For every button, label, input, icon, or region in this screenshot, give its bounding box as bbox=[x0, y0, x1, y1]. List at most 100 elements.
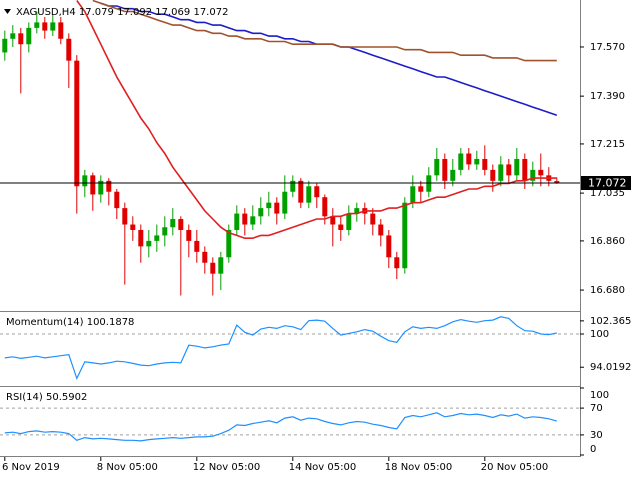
last-open: 17.079 bbox=[79, 7, 114, 18]
candle-body bbox=[410, 186, 416, 203]
candle-body bbox=[506, 164, 512, 176]
candle-body bbox=[106, 180, 112, 192]
candle-body bbox=[58, 22, 64, 39]
last-price-label: 17.072 bbox=[588, 176, 627, 189]
candle-body bbox=[402, 202, 408, 269]
rsi-title: RSI(14) bbox=[6, 392, 43, 403]
momentum-last: 100.1878 bbox=[87, 317, 135, 328]
candle-body bbox=[42, 22, 48, 31]
candle-body bbox=[170, 219, 176, 228]
candle-body bbox=[218, 257, 224, 274]
candle-body bbox=[530, 169, 536, 181]
candle-body bbox=[498, 164, 504, 181]
last-close: 17.072 bbox=[193, 7, 228, 18]
candle-body bbox=[26, 27, 32, 45]
candle-body bbox=[202, 251, 208, 263]
candle-body bbox=[114, 191, 120, 209]
candle-body bbox=[146, 240, 152, 247]
candle-body bbox=[162, 227, 168, 236]
candle-body bbox=[266, 202, 272, 209]
menu-arrow bbox=[4, 9, 11, 14]
moving-average bbox=[92, 0, 557, 62]
y-tick-label: 94.0192 bbox=[590, 362, 631, 373]
candle-body bbox=[74, 60, 80, 187]
candle-body bbox=[242, 213, 248, 225]
main-header: XAGUSD,H4 17.079 17.092 17.069 17.072 bbox=[16, 7, 228, 18]
candle-body bbox=[514, 158, 520, 176]
y-tick-label: 17.390 bbox=[590, 91, 625, 102]
symbol: XAGUSD,H4 bbox=[16, 7, 76, 18]
last-high: 17.092 bbox=[117, 7, 152, 18]
candle-body bbox=[442, 158, 448, 181]
candle-body bbox=[290, 180, 296, 192]
candle-body bbox=[386, 235, 392, 258]
candle-body bbox=[426, 175, 432, 192]
candle-body bbox=[314, 186, 320, 198]
candle-body bbox=[2, 38, 8, 53]
y-tick-label: 16.680 bbox=[590, 285, 625, 296]
candle-body bbox=[482, 158, 488, 170]
candle-body bbox=[250, 216, 256, 225]
x-tick-label: 20 Nov 05:00 bbox=[481, 462, 548, 473]
y-tick-label: 30 bbox=[590, 430, 603, 441]
candle-body bbox=[178, 219, 184, 230]
candle-body bbox=[82, 175, 88, 187]
candle-body bbox=[338, 224, 344, 230]
candle-body bbox=[18, 33, 24, 45]
candle-body bbox=[522, 158, 528, 181]
candle-body bbox=[226, 229, 232, 258]
moving-average bbox=[76, 0, 557, 239]
candle-body bbox=[474, 158, 480, 165]
candle-body bbox=[466, 153, 472, 165]
candle-body bbox=[186, 229, 192, 241]
candle-body bbox=[210, 262, 216, 274]
x-tick-label: 12 Nov 05:00 bbox=[193, 462, 260, 473]
candle-body bbox=[346, 213, 352, 230]
candle-body bbox=[450, 169, 456, 181]
x-tick-label: 6 Nov 2019 bbox=[2, 462, 60, 473]
candle-body bbox=[370, 213, 376, 225]
rsi-header: RSI(14) 50.5902 bbox=[6, 392, 87, 403]
y-tick-label: 102.365 bbox=[590, 316, 631, 327]
candle-body bbox=[306, 186, 312, 203]
candle-body bbox=[554, 181, 560, 183]
candle-body bbox=[298, 180, 304, 203]
y-tick-label: 17.035 bbox=[590, 188, 625, 199]
candle-body bbox=[194, 240, 200, 252]
y-tick-label: 17.215 bbox=[590, 139, 625, 150]
candle-body bbox=[538, 169, 544, 176]
candle-body bbox=[138, 229, 144, 247]
y-tick-label: 17.570 bbox=[590, 42, 625, 53]
indicator-line bbox=[4, 412, 557, 442]
candle-body bbox=[258, 208, 264, 217]
candle-body bbox=[458, 153, 464, 170]
x-tick-label: 18 Nov 05:00 bbox=[385, 462, 452, 473]
candle-body bbox=[490, 169, 496, 181]
last-low: 17.069 bbox=[155, 7, 190, 18]
candle-body bbox=[322, 197, 328, 217]
y-tick-label: 100 bbox=[590, 329, 609, 340]
candle-body bbox=[122, 208, 128, 225]
candle-body bbox=[330, 216, 336, 225]
last-price-box bbox=[581, 175, 631, 190]
candle-body bbox=[354, 208, 360, 214]
candle-body bbox=[90, 175, 96, 195]
candle-body bbox=[34, 22, 40, 28]
x-tick-label: 8 Nov 05:00 bbox=[97, 462, 158, 473]
candle-body bbox=[154, 235, 160, 241]
candle-body bbox=[282, 191, 288, 214]
candle-body bbox=[130, 224, 136, 230]
momentum-header: Momentum(14) 100.1878 bbox=[6, 317, 134, 328]
rsi-last: 50.5902 bbox=[46, 392, 87, 403]
candle-body bbox=[98, 180, 104, 195]
candle-body bbox=[378, 224, 384, 236]
momentum-title: Momentum(14) bbox=[6, 317, 84, 328]
candle-body bbox=[394, 257, 400, 269]
candle-body bbox=[234, 213, 240, 230]
candle-body bbox=[10, 33, 16, 39]
x-tick-label: 14 Nov 05:00 bbox=[289, 462, 356, 473]
indicator-line bbox=[4, 316, 557, 380]
y-tick-label: 0 bbox=[590, 444, 596, 455]
candle-body bbox=[418, 186, 424, 192]
